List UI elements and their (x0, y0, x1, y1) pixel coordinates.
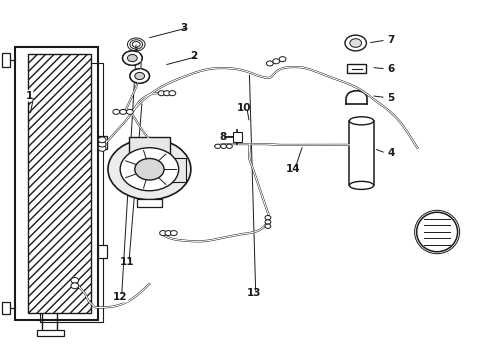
Text: 14: 14 (285, 164, 300, 174)
Circle shape (168, 91, 175, 96)
Circle shape (108, 139, 190, 200)
Text: 9: 9 (148, 198, 155, 208)
Circle shape (113, 109, 120, 114)
Text: 1: 1 (25, 91, 33, 101)
Text: 15: 15 (436, 225, 451, 235)
Circle shape (264, 216, 270, 220)
Circle shape (264, 224, 270, 228)
Bar (137, 199, 161, 207)
Bar (348, 121, 373, 185)
Bar (1, 302, 10, 315)
Bar (346, 64, 366, 73)
Bar (128, 137, 170, 158)
Text: 8: 8 (219, 132, 226, 142)
Circle shape (170, 230, 177, 235)
Bar (233, 132, 242, 142)
Circle shape (349, 39, 361, 47)
Circle shape (226, 144, 232, 148)
Circle shape (122, 51, 142, 65)
Circle shape (264, 220, 270, 224)
Circle shape (266, 61, 273, 66)
Bar (98, 245, 107, 258)
Circle shape (135, 72, 144, 80)
Text: 12: 12 (113, 292, 127, 302)
Circle shape (98, 137, 106, 143)
Circle shape (279, 57, 285, 62)
Text: 2: 2 (189, 51, 197, 61)
Circle shape (163, 91, 170, 96)
Circle shape (127, 54, 137, 62)
Text: 11: 11 (120, 257, 135, 267)
Bar (1, 53, 10, 67)
Circle shape (135, 158, 163, 180)
Circle shape (272, 59, 279, 64)
Text: 6: 6 (386, 64, 394, 74)
Circle shape (214, 144, 220, 148)
Circle shape (120, 109, 126, 114)
Circle shape (126, 109, 133, 114)
Bar (27, 54, 91, 313)
Text: 7: 7 (386, 35, 394, 45)
Circle shape (344, 35, 366, 51)
Bar (98, 136, 107, 149)
Text: 10: 10 (237, 103, 251, 113)
Ellipse shape (348, 181, 373, 189)
Circle shape (98, 141, 106, 147)
Circle shape (164, 230, 171, 235)
Circle shape (120, 148, 178, 191)
Bar (170, 158, 185, 182)
Ellipse shape (416, 212, 457, 252)
Bar (37, 329, 64, 336)
Circle shape (159, 230, 166, 235)
Circle shape (158, 91, 164, 96)
Circle shape (98, 145, 106, 151)
Circle shape (71, 278, 79, 283)
Circle shape (220, 144, 226, 148)
Ellipse shape (348, 117, 373, 125)
Text: 5: 5 (386, 93, 394, 103)
Circle shape (71, 283, 79, 289)
Circle shape (130, 69, 149, 83)
Text: 3: 3 (180, 23, 187, 33)
Text: 4: 4 (386, 148, 394, 158)
Text: 13: 13 (246, 288, 261, 298)
